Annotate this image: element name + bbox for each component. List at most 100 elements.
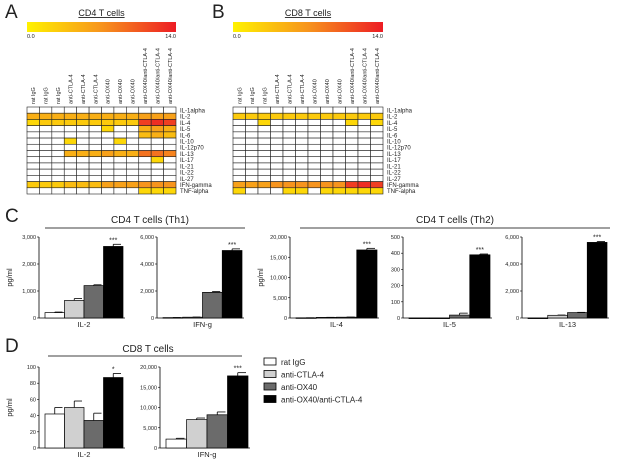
y-tick-label: 60 xyxy=(30,397,36,403)
heatmap-cell xyxy=(307,137,321,145)
y-tick-label: 2,000 xyxy=(22,262,36,268)
heatmap-cell xyxy=(63,112,77,120)
heatmap-cell xyxy=(88,143,102,151)
heatmap-cell xyxy=(345,168,359,176)
heatmap-cell xyxy=(257,168,271,176)
heatmap-row-label: IL-1alpha xyxy=(180,108,206,114)
heatmap-cell xyxy=(101,131,115,139)
heatmap-row-label: IL-17 xyxy=(387,158,401,164)
heatmap-cell xyxy=(138,150,152,158)
heatmap-cell xyxy=(232,112,246,120)
heatmap-cell xyxy=(39,162,53,170)
significance-marker: *** xyxy=(593,235,601,242)
heatmap-cell xyxy=(257,137,271,145)
y-tick-label: 6,000 xyxy=(505,235,519,241)
heatmap-cell xyxy=(257,112,271,120)
legend-label: anti-CTLA-4 xyxy=(281,371,325,380)
heatmap-cell xyxy=(332,125,346,133)
heatmap-cell xyxy=(245,125,259,133)
heatmap-cell xyxy=(232,125,246,133)
y-tick-label: 1,000 xyxy=(22,289,36,295)
heatmap-cell xyxy=(51,150,65,158)
heatmap-cell xyxy=(345,119,359,126)
heatmap-cell xyxy=(357,112,371,120)
heatmap-cell xyxy=(245,150,259,158)
legend-label: anti-OX40 xyxy=(281,383,318,392)
heatmap-cell xyxy=(357,106,371,114)
y-axis-label: pg/ml xyxy=(5,268,14,287)
heatmap-row-label: IL-12p70 xyxy=(387,146,411,152)
colorbar-max-label: 14.0 xyxy=(372,34,383,40)
heatmap-cell xyxy=(357,137,371,145)
heatmap-a: CD4 T cells 0.0 14.0 rat IgG rat IgG rat IgG a… xyxy=(26,8,212,195)
heatmap-cell xyxy=(126,143,140,151)
heatmap-cell xyxy=(232,143,246,151)
bar-chart-th1-ifn-g: 0 2,000 4,000 6,000 *** IFN-g xyxy=(140,235,244,329)
heatmap-column-label: rat IgG xyxy=(56,87,62,104)
heatmap-cell xyxy=(126,168,140,176)
heatmap-row-label: IL-27 xyxy=(387,177,401,183)
heatmap-cell xyxy=(51,162,65,170)
y-tick-label: 500 xyxy=(391,235,400,241)
heatmap-cell xyxy=(295,119,309,126)
bar xyxy=(449,314,471,319)
x-axis-label: IL-4 xyxy=(330,320,343,329)
legend-swatch xyxy=(263,395,277,403)
heatmap-cell xyxy=(245,112,259,120)
y-tick-label: 100 xyxy=(391,300,400,306)
heatmap-cell xyxy=(232,137,246,145)
bar xyxy=(44,413,65,449)
y-tick-label: 0 xyxy=(516,316,519,322)
heatmap-cell xyxy=(245,119,259,126)
heatmap-row-label: IFN-gamma xyxy=(180,183,212,189)
heatmap-cell xyxy=(101,175,115,182)
heatmap-cell xyxy=(88,131,102,139)
bar xyxy=(64,407,85,449)
heatmap-cell xyxy=(138,143,152,151)
y-tick-label: 40 xyxy=(30,414,36,420)
heatmap-cell xyxy=(126,137,140,145)
heatmap-cell xyxy=(39,137,53,145)
heatmap-cell xyxy=(245,106,259,114)
heatmap-cell xyxy=(39,112,53,120)
heatmap-cell xyxy=(88,162,102,170)
heatmap-cell xyxy=(88,106,102,114)
heatmap-column-label: anti-CTLA-4 xyxy=(81,74,87,104)
heatmap-cell xyxy=(345,137,359,145)
heatmap-cell xyxy=(26,143,40,151)
legend-label: anti-OX40/anti-CTLA-4 xyxy=(281,396,363,405)
heatmap-cell xyxy=(320,181,334,189)
heatmap-cell xyxy=(63,125,77,133)
heatmap-cell xyxy=(332,131,346,139)
heatmap-cell xyxy=(357,125,371,133)
heatmap-cell xyxy=(88,119,102,126)
heatmap-cell xyxy=(113,131,127,139)
heatmap-cell xyxy=(282,137,296,145)
bar-chart-cd8-ifn-g: 0 5,000 10,000 15,000 20,000 *** IFN-g xyxy=(140,365,250,459)
heatmap-cell xyxy=(370,112,384,120)
heatmap-cell xyxy=(113,162,127,170)
heatmap-cell xyxy=(270,168,284,176)
heatmap-cell xyxy=(126,156,140,164)
heatmap-cell xyxy=(345,106,359,114)
heatmap-cell xyxy=(150,106,164,114)
heatmap-cell xyxy=(332,156,346,164)
heatmap-cell xyxy=(76,119,90,126)
heatmap-column-label: anti-OX40 xyxy=(337,79,343,104)
heatmap-cell xyxy=(282,162,296,170)
heatmap-cell xyxy=(163,187,177,195)
y-tick-label: 15,000 xyxy=(140,385,157,391)
heatmap-cell xyxy=(295,168,309,176)
heatmap-cell xyxy=(163,175,177,182)
bar xyxy=(428,317,450,319)
heatmap-cell xyxy=(138,181,152,189)
heatmap-cell xyxy=(307,187,321,195)
heatmap-cell xyxy=(257,181,271,189)
heatmap-cell xyxy=(26,187,40,195)
heatmap-cell xyxy=(357,150,371,158)
bar xyxy=(315,317,337,319)
heatmap-cell xyxy=(332,162,346,170)
heatmap-cell xyxy=(26,162,40,170)
bar-chart-th2-il-5: 0 100 200 300 400 500 *** IL-5 xyxy=(391,235,492,329)
significance-marker: *** xyxy=(234,366,242,373)
